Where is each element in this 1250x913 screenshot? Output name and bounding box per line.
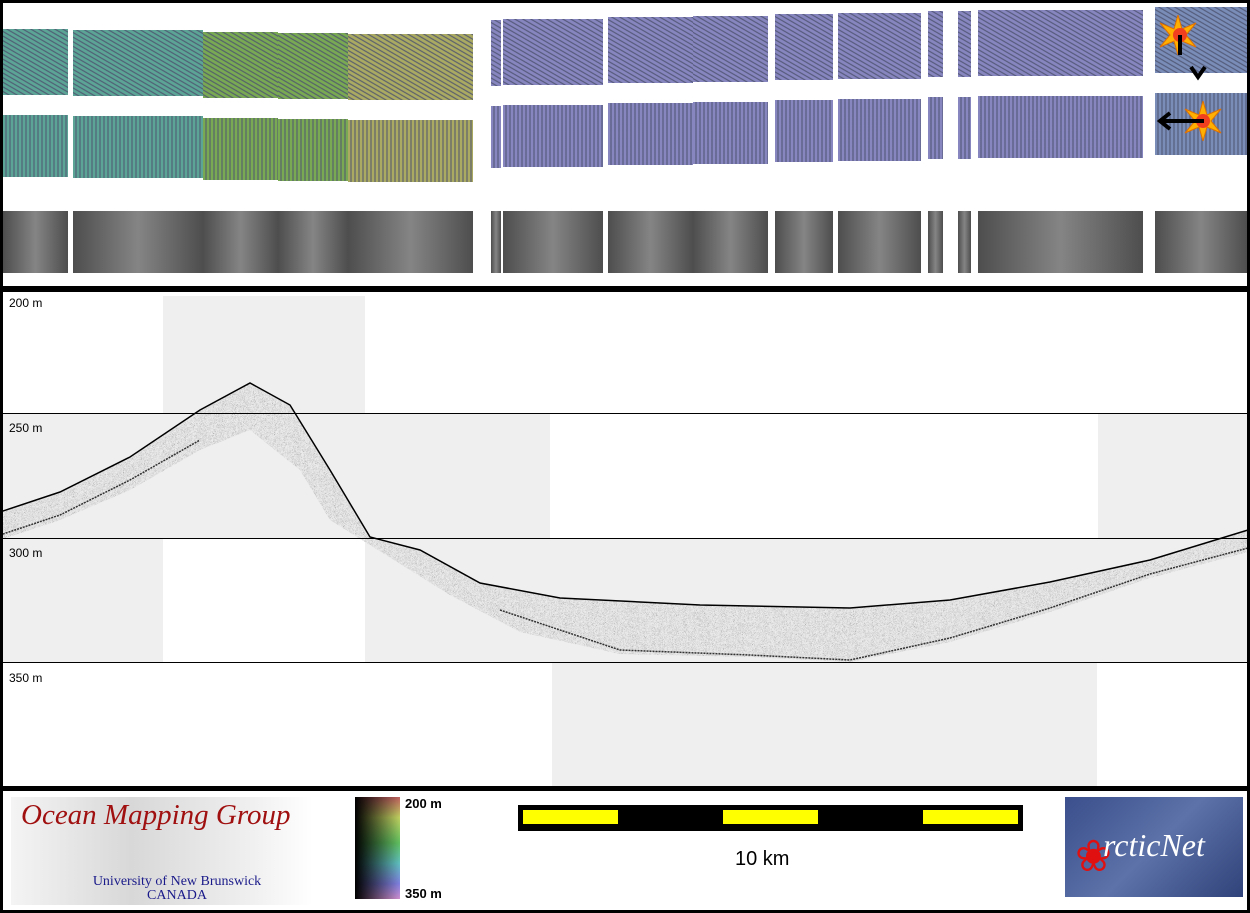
depth-gridline — [3, 413, 1247, 414]
scale-label: 10 km — [735, 848, 790, 870]
arrow-left-icon — [1156, 111, 1204, 131]
swath-segment — [693, 102, 768, 164]
depth-label: 250 m — [9, 421, 43, 435]
swath-segment — [775, 100, 833, 162]
logo-subtitle: University of New Brunswick — [92, 874, 262, 889]
swath-segment — [348, 120, 473, 182]
swath-segment — [693, 16, 768, 82]
swath-segment — [775, 211, 833, 273]
swath-segment — [203, 211, 278, 273]
swath-segment — [1155, 211, 1247, 273]
arcticnet-logo: ❀ rcticNet — [1065, 797, 1243, 897]
swath-segment — [503, 19, 603, 85]
scale-bar — [518, 805, 1023, 831]
colorbar-top-label: 200 m — [405, 796, 442, 811]
swath-segment — [3, 115, 68, 177]
swath-segment — [928, 211, 943, 273]
swath-segment — [348, 34, 473, 100]
depth-label: 200 m — [9, 296, 43, 310]
swath-segment — [608, 17, 693, 83]
swath-segment — [491, 106, 501, 168]
logo-title: Ocean Mapping Group — [21, 799, 291, 831]
swath-segment — [3, 211, 68, 273]
swath-mosaic-panel — [3, 3, 1247, 286]
swath-segment — [838, 99, 921, 161]
swath-segment — [278, 119, 348, 181]
swath-segment — [203, 32, 278, 98]
maple-leaf-icon: ❀ — [1075, 832, 1112, 881]
swath-segment — [278, 211, 348, 273]
depth-gridline — [3, 538, 1247, 539]
swath-segment — [838, 211, 921, 273]
swath-segment — [978, 10, 1143, 76]
swath-segment — [608, 211, 693, 273]
swath-segment — [491, 211, 501, 273]
swath-segment — [928, 97, 943, 159]
swath-segment — [73, 30, 203, 96]
depth-label: 350 m — [9, 671, 43, 685]
seafloor-profile — [3, 382, 1247, 662]
colorbar-bottom-label: 350 m — [405, 886, 442, 901]
swath-segment — [608, 103, 693, 165]
swath-segment — [3, 29, 68, 95]
swath-segment — [73, 116, 203, 178]
swath-segment — [503, 105, 603, 167]
swath-segment — [958, 11, 971, 77]
sun-north-illumination-icon — [1159, 15, 1197, 55]
depth-colorbar — [355, 797, 400, 899]
arrow-down-icon — [1189, 65, 1207, 81]
swath-segment — [928, 11, 943, 77]
swath-segment — [978, 96, 1143, 158]
swath-segment — [693, 211, 768, 273]
swath-segment — [203, 118, 278, 180]
swath-segment — [958, 97, 971, 159]
swath-segment — [978, 211, 1143, 273]
swath-segment — [958, 211, 971, 273]
ocean-mapping-group-logo: Ocean Mapping Group University of New Br… — [11, 797, 313, 905]
depth-gridline — [3, 662, 1247, 663]
swath-segment — [503, 211, 603, 273]
swath-segment — [775, 14, 833, 80]
depth-label: 300 m — [9, 546, 43, 560]
swath-segment — [278, 33, 348, 99]
swath-segment — [491, 20, 501, 86]
echo-sounder-profile-panel: 200 m 250 m 300 m 350 m — [3, 292, 1247, 786]
swath-segment — [838, 13, 921, 79]
swath-segment — [73, 211, 203, 273]
swath-segment — [348, 211, 473, 273]
logo-country: CANADA — [147, 888, 207, 903]
legend-panel: Ocean Mapping Group University of New Br… — [3, 791, 1247, 910]
